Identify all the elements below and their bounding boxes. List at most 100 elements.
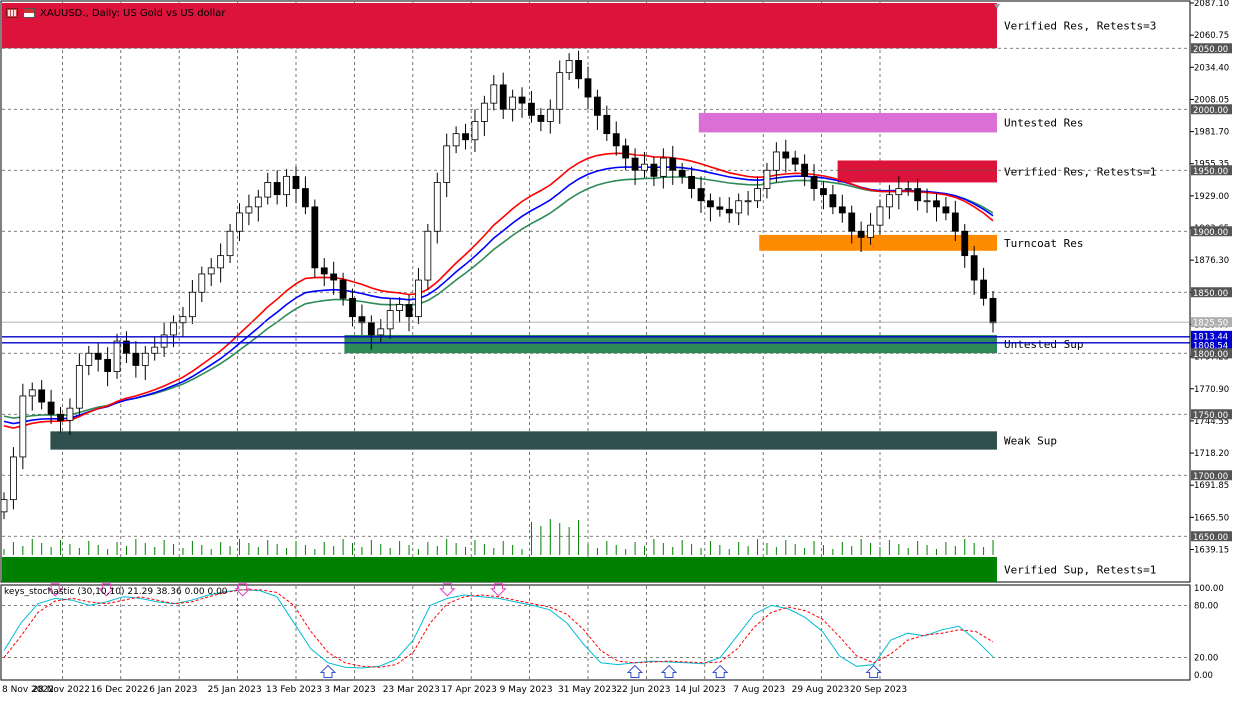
price-tick-label: 1639.15	[1194, 545, 1229, 555]
zone-rect	[837, 160, 997, 183]
buy-arrow-icon	[319, 664, 337, 679]
candle-body	[462, 133, 469, 141]
candle-body	[942, 206, 950, 214]
candle-body	[19, 395, 27, 458]
zone-rect	[759, 234, 997, 251]
candle-body	[273, 182, 281, 196]
time-tick-label: 28 Nov 2022	[32, 685, 90, 695]
candle-body	[311, 206, 319, 269]
candle-body	[612, 133, 620, 147]
level-label: 1850.00	[1193, 289, 1228, 299]
time-tick-label: 25 Jan 2023	[208, 685, 262, 695]
candle-body	[396, 304, 404, 311]
candle-body	[603, 114, 611, 135]
level-label-bg	[1191, 409, 1232, 420]
candle-body	[236, 212, 243, 232]
candle-body	[848, 212, 856, 232]
candle-body	[951, 212, 959, 232]
candle-body	[358, 316, 366, 324]
zone-label: Turncoat Res	[1004, 237, 1083, 250]
buy-arrow-icon	[711, 664, 729, 679]
level-label: 1750.00	[1193, 411, 1228, 421]
level-label: 1650.00	[1193, 533, 1228, 543]
candle-body	[838, 206, 846, 214]
candle-body	[669, 157, 677, 171]
candle-body	[0, 499, 8, 513]
candle-body	[330, 273, 338, 281]
candle-body	[264, 182, 272, 198]
zone-label: Verified Res, Retests=3	[1004, 20, 1156, 33]
level-label-bg	[1191, 470, 1232, 481]
candle-body	[537, 114, 545, 122]
candle-body	[782, 151, 790, 159]
candle-body	[716, 206, 724, 210]
candle-body	[113, 340, 121, 372]
level-label-bg	[1191, 165, 1232, 176]
stoch-tick-label: 80.00	[1194, 601, 1218, 611]
candle-body	[75, 365, 83, 409]
candle-body	[320, 267, 328, 275]
candle-body	[179, 316, 187, 324]
price-tick-label: 1876.30	[1194, 256, 1229, 266]
chart-grid-icon[interactable]	[6, 8, 18, 18]
price-tick-label: 2034.40	[1194, 63, 1229, 73]
candle-body	[565, 60, 573, 74]
zone-rect	[2, 3, 997, 49]
candle-body	[367, 322, 375, 336]
candle-body	[801, 163, 809, 177]
candle-body	[339, 279, 347, 299]
level-label-bg	[1191, 226, 1232, 237]
buy-arrow-icon	[660, 664, 678, 679]
candle-body	[188, 291, 196, 318]
current-price-bg	[1191, 348, 1232, 359]
ema-fast-line	[3, 152, 994, 429]
candle-body	[405, 304, 413, 318]
candle-body	[38, 389, 46, 403]
price-tick-label: 1718.20	[1194, 449, 1229, 459]
zone-label: Weak Sup	[1004, 434, 1057, 447]
time-tick-label: 23 Mar 2023	[383, 685, 440, 695]
time-tick-label: 17 Apr 2023	[441, 685, 497, 695]
zone-label: Verified Res, Retests=1	[1004, 165, 1156, 178]
candle-body	[791, 157, 799, 165]
price-tick-label: 1981.70	[1194, 128, 1229, 138]
candle-body	[123, 340, 130, 354]
sell-arrow-icon	[439, 583, 456, 597]
candle-body	[528, 102, 535, 116]
candle-body	[151, 346, 159, 354]
sell-arrow-icon	[98, 583, 115, 597]
candle-body	[876, 206, 884, 226]
time-tick-label: 22 Jun 2023	[616, 685, 670, 695]
candle-body	[829, 194, 837, 208]
candle-body	[198, 273, 206, 293]
ema-mid-line	[3, 166, 994, 425]
stoch-signal-line	[3, 589, 994, 668]
candle-body	[386, 310, 394, 330]
time-tick-label: 9 May 2023	[500, 685, 553, 695]
candle-body	[217, 255, 225, 269]
candle-body	[377, 328, 385, 336]
candle-body	[245, 206, 253, 214]
candle-body	[659, 157, 667, 177]
candle-body	[575, 60, 582, 80]
current-price-bg	[1191, 330, 1232, 341]
candle-body	[688, 175, 695, 189]
level-label-bg	[1191, 43, 1232, 54]
time-tick-label: 31 May 2023	[558, 685, 617, 695]
price-tick-label: 2060.75	[1194, 31, 1229, 41]
candle-body	[754, 188, 761, 202]
level-label-bg	[1191, 104, 1232, 115]
current-price-label: 1808.54	[1193, 341, 1228, 351]
price-tick-label: 1770.90	[1194, 385, 1229, 395]
candle-body	[424, 230, 432, 281]
buy-arrow-icon	[865, 664, 882, 679]
candle-body	[160, 334, 168, 348]
candle-body	[283, 175, 290, 196]
candle-body	[66, 407, 74, 421]
time-tick-label: 8 Nov 2022	[2, 685, 54, 695]
candle-body	[85, 352, 93, 366]
candle-body	[772, 151, 780, 171]
level-label: 2050.00	[1193, 45, 1228, 55]
zone-label: Untested Sup	[1004, 338, 1083, 351]
